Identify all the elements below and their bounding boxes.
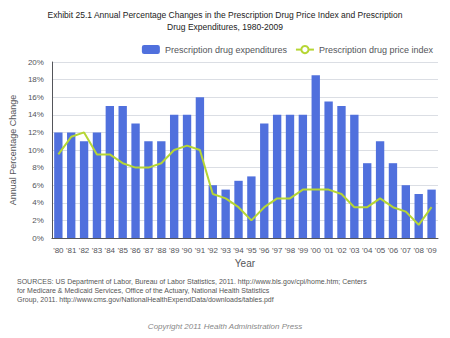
svg-text:'88: '88: [156, 246, 167, 255]
svg-text:'04: '04: [362, 246, 373, 255]
svg-text:'82: '82: [79, 246, 90, 255]
svg-text:'06: '06: [388, 246, 399, 255]
svg-text:'85: '85: [117, 246, 128, 255]
svg-text:'81: '81: [66, 246, 77, 255]
svg-text:'07: '07: [401, 246, 412, 255]
svg-text:'86: '86: [130, 246, 141, 255]
svg-text:2%: 2%: [32, 216, 44, 225]
svg-text:Exhibit 25.1 Annual Percentage: Exhibit 25.1 Annual Percentage Changes i…: [48, 10, 403, 20]
svg-text:for Medicare & Medicaid Servic: for Medicare & Medicaid Services, Office…: [17, 287, 270, 295]
svg-text:'95: '95: [246, 246, 257, 255]
svg-text:'08: '08: [413, 246, 424, 255]
svg-text:'94: '94: [233, 246, 244, 255]
svg-text:'01: '01: [323, 246, 334, 255]
svg-text:'91: '91: [195, 246, 206, 255]
svg-text:10%: 10%: [28, 146, 44, 155]
svg-text:'84: '84: [105, 246, 116, 255]
svg-text:Year: Year: [235, 258, 256, 269]
svg-text:Copyright 2011 Health Administ: Copyright 2011 Health Administration Pre…: [148, 322, 302, 331]
svg-text:'03: '03: [349, 246, 360, 255]
svg-text:6%: 6%: [32, 181, 44, 190]
svg-text:'92: '92: [208, 246, 219, 255]
svg-text:'00: '00: [311, 246, 322, 255]
svg-text:'83: '83: [92, 246, 103, 255]
svg-text:'87: '87: [143, 246, 154, 255]
svg-text:4%: 4%: [32, 198, 44, 207]
svg-text:8%: 8%: [32, 163, 44, 172]
svg-text:'90: '90: [182, 246, 193, 255]
svg-text:'02: '02: [336, 246, 347, 255]
svg-text:12%: 12%: [28, 128, 44, 137]
svg-text:Prescription drug price index: Prescription drug price index: [319, 45, 434, 55]
svg-text:0%: 0%: [32, 234, 44, 243]
svg-text:'96: '96: [259, 246, 270, 255]
svg-text:16%: 16%: [28, 93, 44, 102]
svg-text:SOURCES: US Department of Labo: SOURCES: US Department of Labor, Bureau …: [17, 278, 369, 286]
svg-text:18%: 18%: [28, 75, 44, 84]
svg-text:'89: '89: [169, 246, 180, 255]
svg-text:Prescription drug expenditures: Prescription drug expenditures: [165, 45, 288, 55]
svg-text:'97: '97: [272, 246, 283, 255]
svg-text:'99: '99: [298, 246, 309, 255]
svg-text:'05: '05: [375, 246, 386, 255]
svg-text:Annual Percentage Change: Annual Percentage Change: [8, 95, 18, 206]
svg-text:'09: '09: [426, 246, 437, 255]
svg-text:'98: '98: [285, 246, 296, 255]
svg-text:'93: '93: [220, 246, 231, 255]
svg-text:Drug Expenditures, 1980-2009: Drug Expenditures, 1980-2009: [167, 22, 283, 32]
svg-text:Group, 2011. http://www.cms.go: Group, 2011. http://www.cms.gov/National…: [17, 296, 274, 304]
svg-text:'80: '80: [53, 246, 64, 255]
svg-text:14%: 14%: [28, 110, 44, 119]
svg-text:20%: 20%: [28, 58, 44, 67]
